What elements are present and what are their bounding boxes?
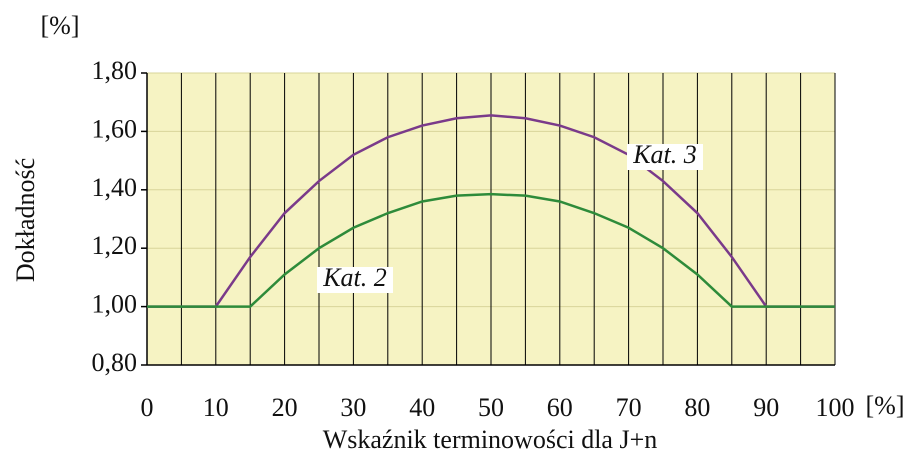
y-tick-label: 1,60 xyxy=(92,114,138,143)
y-tick-label: 1,40 xyxy=(92,173,138,202)
x-tick-label: 20 xyxy=(272,393,298,422)
x-tick-label: 60 xyxy=(547,393,573,422)
x-tick-label: 10 xyxy=(203,393,229,422)
x-tick-label: 100 xyxy=(816,393,855,422)
y-tick-label: 1,00 xyxy=(92,290,138,319)
series-label: Kat. 2 xyxy=(322,263,387,292)
y-axis-title: Dokładność xyxy=(11,158,40,282)
x-tick-label: 70 xyxy=(616,393,642,422)
series-label: Kat. 3 xyxy=(632,140,697,169)
x-tick-label: 0 xyxy=(141,393,154,422)
x-tick-label: 90 xyxy=(753,393,779,422)
y-unit: [%] xyxy=(41,11,80,40)
legend-box xyxy=(317,267,393,293)
legend-box xyxy=(627,144,703,170)
x-unit: [%] xyxy=(866,391,905,420)
series-line xyxy=(147,114,835,308)
x-axis-title: Wskaźnik terminowości dla J+n xyxy=(323,425,658,454)
x-tick-label: 30 xyxy=(340,393,366,422)
x-tick-label: 80 xyxy=(684,393,710,422)
y-tick-label: 1,20 xyxy=(92,231,138,260)
x-tick-label: 50 xyxy=(478,393,504,422)
x-tick-label: 40 xyxy=(409,393,435,422)
y-tick-label: 1,80 xyxy=(92,56,138,85)
series-line xyxy=(147,192,835,308)
y-tick-label: 0,80 xyxy=(92,348,138,377)
